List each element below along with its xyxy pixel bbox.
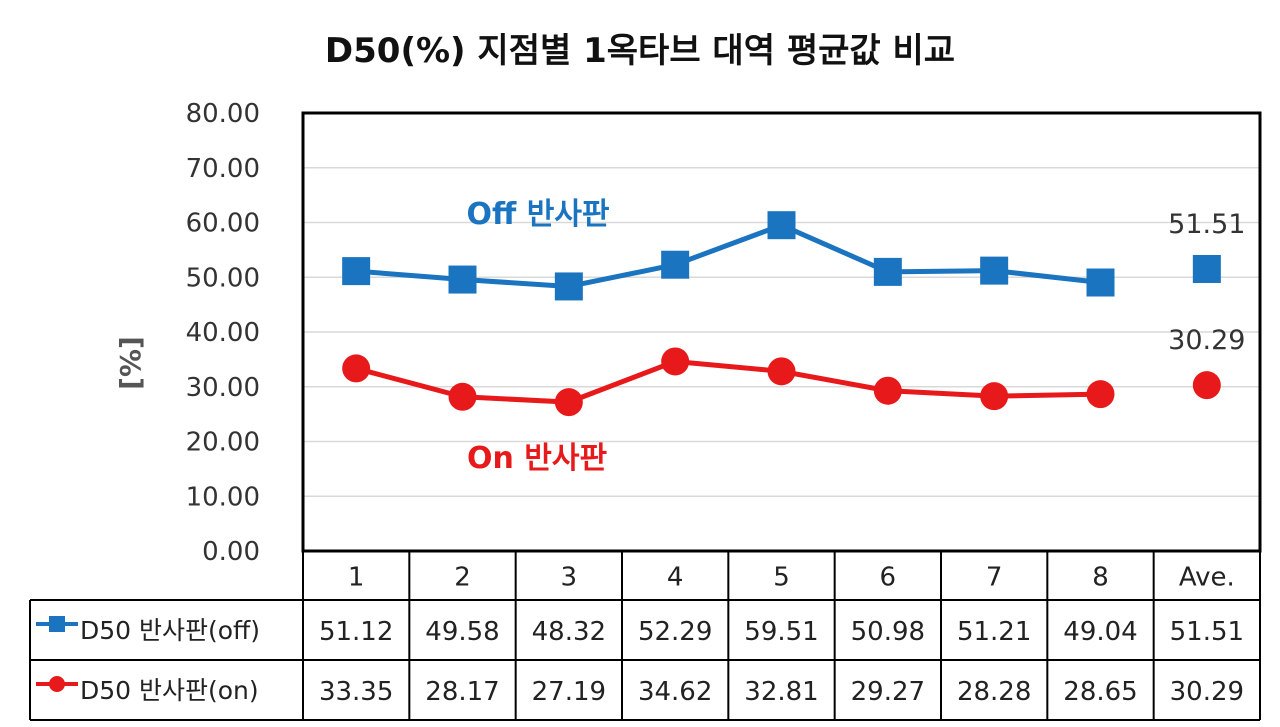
y-axis-ticks: 0.00 10.00 20.00 30.00 40.00 50.00 60.00 70.00 8… (186, 99, 260, 567)
data-point (873, 257, 902, 286)
x-tick-label: 5 (773, 563, 790, 593)
average-label: 30.29 (1168, 325, 1245, 356)
x-tick-label: 6 (880, 563, 897, 593)
data-point (873, 376, 902, 405)
y-tick-label: 70.00 (186, 154, 260, 184)
table-cell: 30.29 (1170, 677, 1244, 707)
x-tick-label: Ave. (1179, 563, 1235, 593)
table-cell: 28.65 (1063, 677, 1137, 707)
legend-key-on (36, 676, 78, 692)
data-point (661, 347, 690, 376)
annotation-on: On 반사판 (467, 441, 608, 476)
data-table: 1 2 3 4 5 6 7 8 Ave. D50 반사판(off) 51.12 49.58 48.32 5… (29, 550, 1261, 721)
table-cell: 51.12 (319, 617, 393, 647)
legend-key-off (36, 616, 78, 632)
data-point (448, 382, 477, 411)
data-point (448, 265, 477, 294)
average-label: 51.51 (1168, 209, 1245, 240)
y-axis-label: [%] (114, 336, 147, 390)
table-cell: 49.04 (1063, 617, 1137, 647)
table-cell: 51.21 (957, 617, 1031, 647)
data-point (554, 388, 583, 417)
data-point (980, 256, 1009, 285)
y-tick-label: 10.00 (186, 482, 260, 512)
data-point (980, 382, 1009, 411)
x-tick-label: 8 (1092, 563, 1109, 593)
table-cell: 33.35 (319, 677, 393, 707)
x-tick-label: 1 (348, 563, 365, 593)
table-cell: 59.51 (744, 617, 818, 647)
table-cell: 28.17 (425, 677, 499, 707)
x-tick-label: 3 (561, 563, 578, 593)
chart-title: D50(%) 지점별 1옥타브 대역 평균값 비교 (325, 31, 955, 71)
x-tick-label: 7 (986, 563, 1003, 593)
y-tick-label: 40.00 (186, 318, 260, 348)
table-cell: 29.27 (851, 677, 925, 707)
x-tick-label: 2 (454, 563, 471, 593)
table-cell: 48.32 (532, 617, 606, 647)
y-tick-label: 80.00 (186, 99, 260, 129)
y-tick-label: 0.00 (202, 537, 260, 567)
annotation-off: Off 반사판 (466, 197, 609, 232)
table-cell: 32.81 (744, 677, 818, 707)
series-line (355, 222, 1101, 289)
y-tick-label: 30.00 (186, 373, 260, 403)
series-on (342, 347, 1221, 417)
annotations: Off 반사판 On 반사판 51.51 30.29 (466, 197, 1245, 476)
table-cell: 27.19 (532, 677, 606, 707)
y-tick-label: 50.00 (186, 263, 260, 293)
data-point (661, 250, 690, 279)
legend-marker (49, 616, 65, 632)
data-point (767, 357, 796, 386)
data-point (554, 272, 583, 301)
table-cell: 34.62 (638, 677, 712, 707)
data-point (767, 211, 796, 240)
data-point (1192, 254, 1221, 283)
table-cell: 51.51 (1170, 617, 1244, 647)
table-cell: 49.58 (425, 617, 499, 647)
data-point (342, 257, 371, 286)
legend-label: D50 반사판(off) (80, 616, 260, 645)
series-off (342, 211, 1221, 301)
series (342, 211, 1221, 417)
data-point (1192, 371, 1221, 400)
legend-label: D50 반사판(on) (80, 676, 259, 705)
data-point (1086, 380, 1115, 409)
y-tick-label: 60.00 (186, 209, 260, 239)
table-cell: 50.98 (851, 617, 925, 647)
table-cell: 52.29 (638, 617, 712, 647)
data-point (1086, 268, 1115, 297)
data-point (342, 354, 371, 383)
legend-marker (49, 676, 65, 692)
table-cell: 28.28 (957, 677, 1031, 707)
x-tick-label: 4 (667, 563, 684, 593)
series-line (355, 358, 1101, 405)
y-tick-label: 20.00 (186, 428, 260, 458)
